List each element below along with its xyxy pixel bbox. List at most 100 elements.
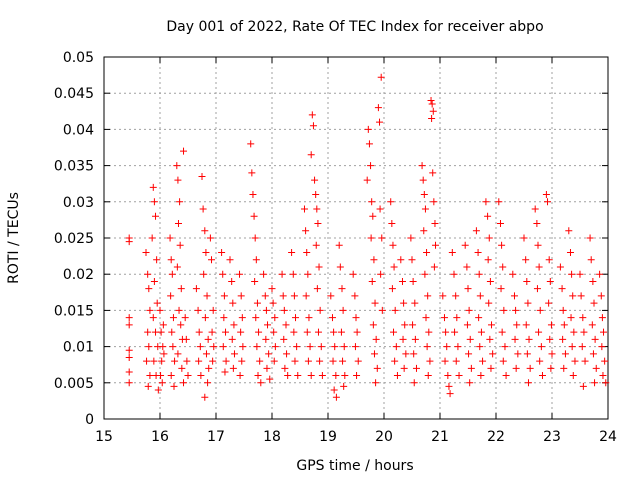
data-point-marker <box>536 357 544 365</box>
data-point-marker <box>144 382 152 390</box>
data-point-marker <box>392 343 400 351</box>
data-point-marker <box>559 306 567 314</box>
data-point-marker <box>512 364 520 372</box>
data-point-marker <box>305 314 313 322</box>
data-point-marker <box>445 382 453 390</box>
data-point-marker <box>498 241 506 249</box>
data-point-marker <box>390 263 398 271</box>
data-point-marker <box>236 270 244 278</box>
data-point-marker <box>145 343 153 351</box>
data-point-marker <box>477 372 485 380</box>
data-point-marker <box>502 372 510 380</box>
data-point-marker <box>524 299 532 307</box>
data-point-marker <box>302 227 310 235</box>
data-point-marker <box>180 147 188 155</box>
data-point-marker <box>489 350 497 358</box>
data-point-marker <box>181 314 189 322</box>
x-axis-ticks: 15 16 17 18 19 20 21 22 23 24 <box>95 57 617 445</box>
y-tick-label: 0.03 <box>63 195 94 211</box>
data-point-marker <box>228 277 236 285</box>
data-point-marker <box>477 328 485 336</box>
data-point-marker <box>524 379 532 387</box>
data-point-marker <box>208 256 216 264</box>
data-point-marker <box>538 372 546 380</box>
data-point-marker <box>143 357 151 365</box>
data-point-marker <box>220 292 228 300</box>
data-point-marker <box>270 328 278 336</box>
data-point-marker <box>472 227 480 235</box>
data-point-marker <box>174 350 182 358</box>
data-point-marker <box>598 343 606 351</box>
data-point-marker <box>407 234 415 242</box>
x-tick-label: 20 <box>375 429 393 445</box>
data-point-marker <box>512 306 520 314</box>
data-point-marker <box>376 118 384 126</box>
data-point-marker <box>455 372 463 380</box>
data-point-marker <box>340 343 348 351</box>
data-point-marker <box>369 321 377 329</box>
data-point-marker <box>420 227 428 235</box>
data-point-marker <box>370 350 378 358</box>
data-point-marker <box>536 306 544 314</box>
data-point-marker <box>558 285 566 293</box>
data-point-marker <box>349 270 357 278</box>
data-point-marker <box>363 176 371 184</box>
data-point-marker <box>353 372 361 380</box>
data-point-marker <box>597 292 605 300</box>
data-point-marker <box>184 372 192 380</box>
data-point-marker <box>526 364 534 372</box>
data-point-marker <box>249 191 257 199</box>
data-point-marker <box>309 122 317 130</box>
data-point-marker <box>533 220 541 228</box>
data-point-marker <box>586 234 594 242</box>
data-point-marker <box>601 357 609 365</box>
data-point-marker <box>484 212 492 220</box>
data-point-marker <box>370 256 378 264</box>
data-point-marker <box>260 270 268 278</box>
data-point-marker <box>523 350 531 358</box>
data-point-marker <box>500 306 508 314</box>
data-point-marker <box>281 364 289 372</box>
data-point-marker <box>248 169 256 177</box>
data-point-marker <box>546 277 554 285</box>
data-point-marker <box>182 335 190 343</box>
data-point-marker <box>424 372 432 380</box>
data-point-marker <box>178 364 186 372</box>
data-point-marker <box>465 306 473 314</box>
data-points <box>125 73 610 401</box>
data-point-marker <box>475 270 483 278</box>
data-point-marker <box>441 357 449 365</box>
data-point-marker <box>440 314 448 322</box>
data-point-marker <box>158 379 166 387</box>
data-point-marker <box>327 292 335 300</box>
data-point-marker <box>171 357 179 365</box>
data-point-marker <box>149 183 157 191</box>
data-point-marker <box>169 314 177 322</box>
data-point-marker <box>523 277 531 285</box>
data-point-marker <box>289 270 297 278</box>
data-point-marker <box>376 205 384 213</box>
data-point-marker <box>318 372 326 380</box>
data-point-marker <box>278 270 286 278</box>
data-point-marker <box>479 357 487 365</box>
data-point-marker <box>202 350 210 358</box>
data-point-marker <box>546 335 554 343</box>
data-point-marker <box>391 306 399 314</box>
data-point-marker <box>304 270 312 278</box>
data-point-marker <box>218 248 226 256</box>
data-point-marker <box>511 335 519 343</box>
data-point-marker <box>565 227 573 235</box>
data-point-marker <box>338 285 346 293</box>
data-point-marker <box>484 256 492 264</box>
data-point-marker <box>568 343 576 351</box>
data-point-marker <box>454 343 462 351</box>
data-point-marker <box>453 314 461 322</box>
x-tick-label: 22 <box>487 429 505 445</box>
data-point-marker <box>451 328 459 336</box>
data-point-marker <box>180 379 188 387</box>
data-point-marker <box>569 292 577 300</box>
x-tick-label: 24 <box>599 429 617 445</box>
data-point-marker <box>294 372 302 380</box>
data-point-marker <box>409 277 417 285</box>
data-point-marker <box>341 372 349 380</box>
